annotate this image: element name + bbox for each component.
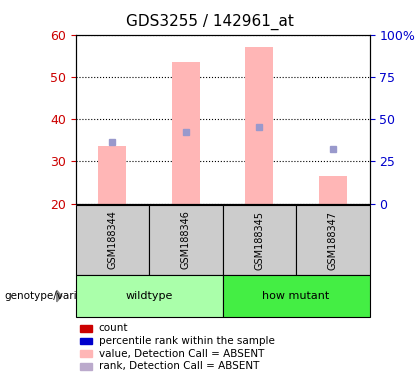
- Text: GSM188347: GSM188347: [328, 210, 338, 270]
- Text: GSM188346: GSM188346: [181, 210, 191, 270]
- Text: GDS3255 / 142961_at: GDS3255 / 142961_at: [126, 13, 294, 30]
- Text: count: count: [99, 323, 128, 333]
- Bar: [319, 176, 347, 204]
- Bar: [98, 146, 126, 204]
- Text: genotype/variation: genotype/variation: [4, 291, 103, 301]
- Bar: [245, 47, 273, 204]
- Bar: [172, 62, 200, 204]
- Text: GSM188344: GSM188344: [108, 210, 117, 270]
- Text: percentile rank within the sample: percentile rank within the sample: [99, 336, 275, 346]
- Text: GSM188345: GSM188345: [255, 210, 264, 270]
- Text: value, Detection Call = ABSENT: value, Detection Call = ABSENT: [99, 349, 264, 359]
- Text: how mutant: how mutant: [262, 291, 330, 301]
- Text: wildtype: wildtype: [126, 291, 173, 301]
- Text: rank, Detection Call = ABSENT: rank, Detection Call = ABSENT: [99, 361, 259, 371]
